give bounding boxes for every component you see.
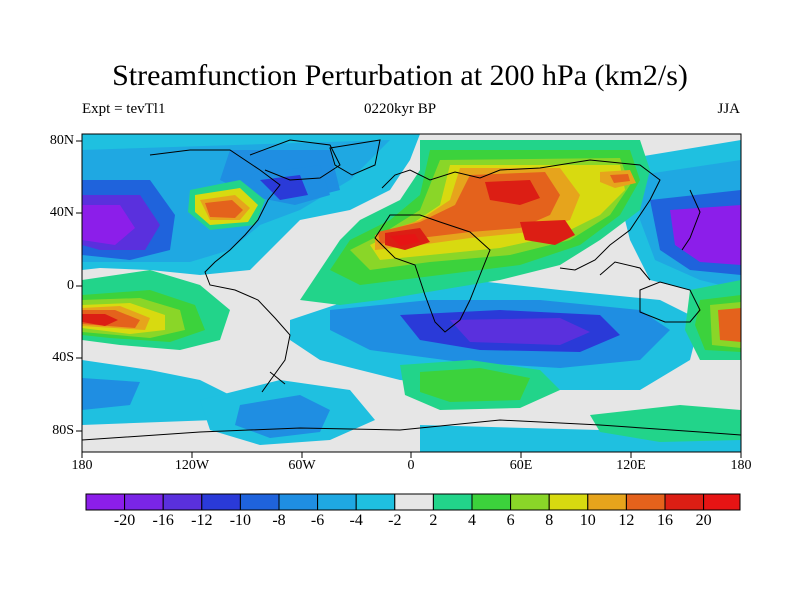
colorbar-label: -4 [349, 512, 363, 529]
colorbar-box [625, 493, 666, 511]
lat-tick-label: 80S [52, 423, 74, 438]
colorbar-label: 8 [545, 512, 554, 529]
colorbar-label: -12 [191, 512, 213, 529]
colorbar-box [317, 493, 357, 511]
lat-tick-label: 40N [49, 205, 74, 220]
colorbar-label: 6 [506, 512, 515, 529]
colorbar-label: 2 [429, 512, 438, 529]
colorbar-box [355, 493, 396, 511]
colorbar-box [394, 493, 434, 511]
map-title: Streamfunction Perturbation at 200 hPa (… [112, 59, 688, 92]
colorbar-box [278, 493, 319, 511]
time-label: 0220kyr BP [363, 101, 437, 117]
colorbar-box [124, 493, 164, 511]
colorbar-label: -2 [388, 512, 402, 529]
colorbar-box [548, 493, 589, 511]
colorbar-box [85, 493, 126, 511]
colorbar [85, 493, 741, 511]
lon-tick-label: 60W [288, 458, 316, 473]
colorbar-box [510, 493, 550, 511]
colorbar-box [239, 493, 280, 511]
colorbar-box [471, 493, 512, 511]
axis-ticks [76, 140, 742, 458]
colorbar-label: -8 [272, 512, 286, 529]
colorbar-label: 10 [579, 512, 596, 529]
colorbar-box [201, 493, 241, 511]
colorbar-box [664, 493, 705, 511]
lon-tick-label: 180 [71, 458, 93, 473]
positive-anomalies [82, 140, 741, 442]
colorbar-box [587, 493, 627, 511]
lon-tick-label: 120E [616, 458, 646, 473]
lat-tick-label: 80N [49, 133, 74, 148]
lon-tick-label: 180 [730, 458, 752, 473]
colorbar-label: 4 [468, 512, 476, 529]
lon-tick-label: 120W [174, 458, 210, 473]
colorbar-label: -10 [229, 512, 252, 529]
coastlines [82, 139, 741, 441]
colorbar-label: -6 [310, 512, 325, 529]
colorbar-box [703, 493, 741, 511]
colorbar-label: -20 [113, 512, 136, 529]
season-label: JJA [717, 101, 740, 117]
lon-tick-label: 0 [407, 458, 415, 473]
colorbar-label: 12 [618, 512, 635, 529]
colorbar-label: -16 [152, 512, 174, 529]
lat-tick-label: 40S [52, 350, 74, 365]
colorbar-label: 20 [695, 512, 712, 529]
experiment-label: Expt = tevTl1 [82, 101, 166, 117]
colorbar-box [432, 493, 473, 511]
lon-tick-label: 60E [509, 458, 533, 473]
lat-tick-label: 0 [67, 278, 74, 293]
colorbar-label: 16 [657, 512, 673, 529]
colorbar-box [162, 493, 203, 511]
